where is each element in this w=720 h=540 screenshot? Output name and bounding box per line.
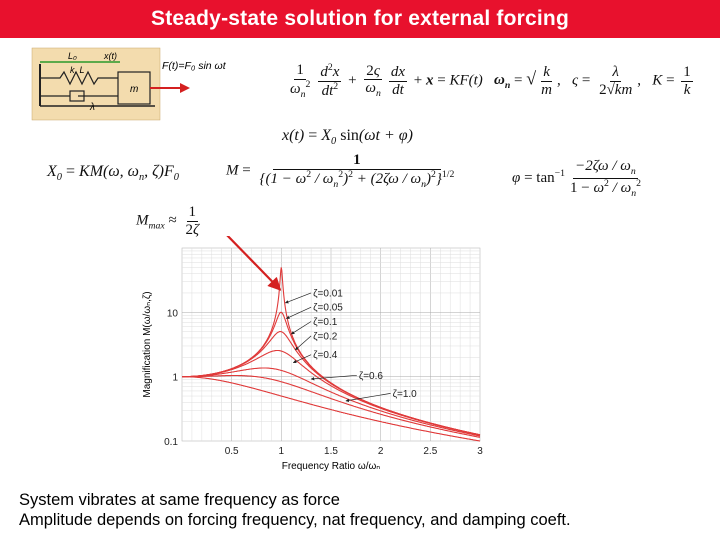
series-label-arrow [285, 306, 312, 319]
series-label-arrow [345, 393, 391, 403]
caption-line-1: System vibrates at same frequency as for… [19, 491, 340, 509]
label-lambda: λ [89, 102, 95, 113]
series-label: ζ=0.2 [313, 331, 338, 342]
chart-ticks: 0.5 1 1.5 2 2.5 3 0.1 1 10 [164, 308, 483, 457]
max-magnification: Mmax ≈ 1 2ζ [136, 204, 200, 238]
y-axis-label: Magnification M(ω/ωₙ,ζ) [142, 291, 153, 397]
series-label-arrow [292, 354, 312, 363]
x-tick-label: 2 [378, 446, 384, 457]
series-label: ζ=0.4 [313, 350, 338, 361]
steady-state-solution: x(t) = X0 sin(ωt + φ) [282, 127, 413, 148]
magnification-formula: M = 1 {(1 − ω2 / ωn2)2 + (2ζω / ωn)2}1/2 [226, 152, 455, 190]
series-line [182, 376, 481, 442]
series-line [182, 349, 481, 436]
series-label-arrow [284, 292, 312, 304]
slide-title: Steady-state solution for external forci… [151, 7, 569, 30]
force-label: F(t)=F₀ sin ωt [162, 60, 227, 72]
chart-series-labels: ζ=0.01 ζ=0.05 ζ=0.1 ζ=0.2 ζ=0.4 ζ=0.6 ζ=1.0 [284, 288, 418, 403]
y-tick-label: 0.1 [164, 437, 178, 448]
series-line [182, 367, 481, 437]
caption-line-2: Amplitude depends on forcing frequency, … [19, 511, 571, 529]
y-tick-label: 10 [167, 308, 179, 319]
slide-caption: System vibrates at same frequency as for… [19, 490, 571, 530]
equation-of-motion: 1 ωn2 d2x dt2 + 2ς ωn dx dt + x = KF(t) [290, 62, 483, 100]
x-tick-label: 3 [477, 446, 483, 457]
label-k: k, L [70, 65, 85, 75]
x-tick-label: 1 [279, 446, 285, 457]
series-label: ζ=0.01 [313, 288, 343, 299]
series-label: ζ=0.1 [313, 317, 338, 328]
chart-grid [181, 247, 481, 442]
mmax-pointer-arrow [226, 236, 282, 291]
chart-curves [182, 267, 481, 442]
series-line [182, 374, 481, 438]
series-label-arrow [290, 321, 312, 335]
series-label-arrow [294, 335, 312, 351]
y-tick-label: 1 [172, 373, 178, 384]
series-label-arrow [310, 374, 357, 381]
x-tick-label: 0.5 [225, 446, 239, 457]
x-tick-label: 1.5 [324, 446, 338, 457]
slide-title-bar: Steady-state solution for external forci… [0, 0, 720, 38]
force-arrow-head [180, 83, 190, 93]
amplitude-equation: X0 = KM(ω, ωn, ζ)F0 [47, 163, 179, 184]
spring-mass-schematic: L₀ x(t) k, L λ m F(t)=F₀ sin ωt [31, 47, 227, 121]
label-m: m [130, 84, 138, 95]
series-label: ζ=0.05 [313, 303, 343, 314]
phase-formula: φ = tan−1 −2ζω / ωn 1 − ω2 / ωn2 [512, 158, 641, 199]
x-axis-label: Frequency Ratio ω/ωₙ [282, 461, 381, 472]
spring [40, 70, 118, 86]
series-label: ζ=0.6 [359, 371, 384, 382]
label-x: x(t) [103, 51, 117, 61]
x-tick-label: 2.5 [423, 446, 437, 457]
series-label: ζ=1.0 [393, 389, 418, 400]
label-l0: L₀ [68, 51, 77, 61]
